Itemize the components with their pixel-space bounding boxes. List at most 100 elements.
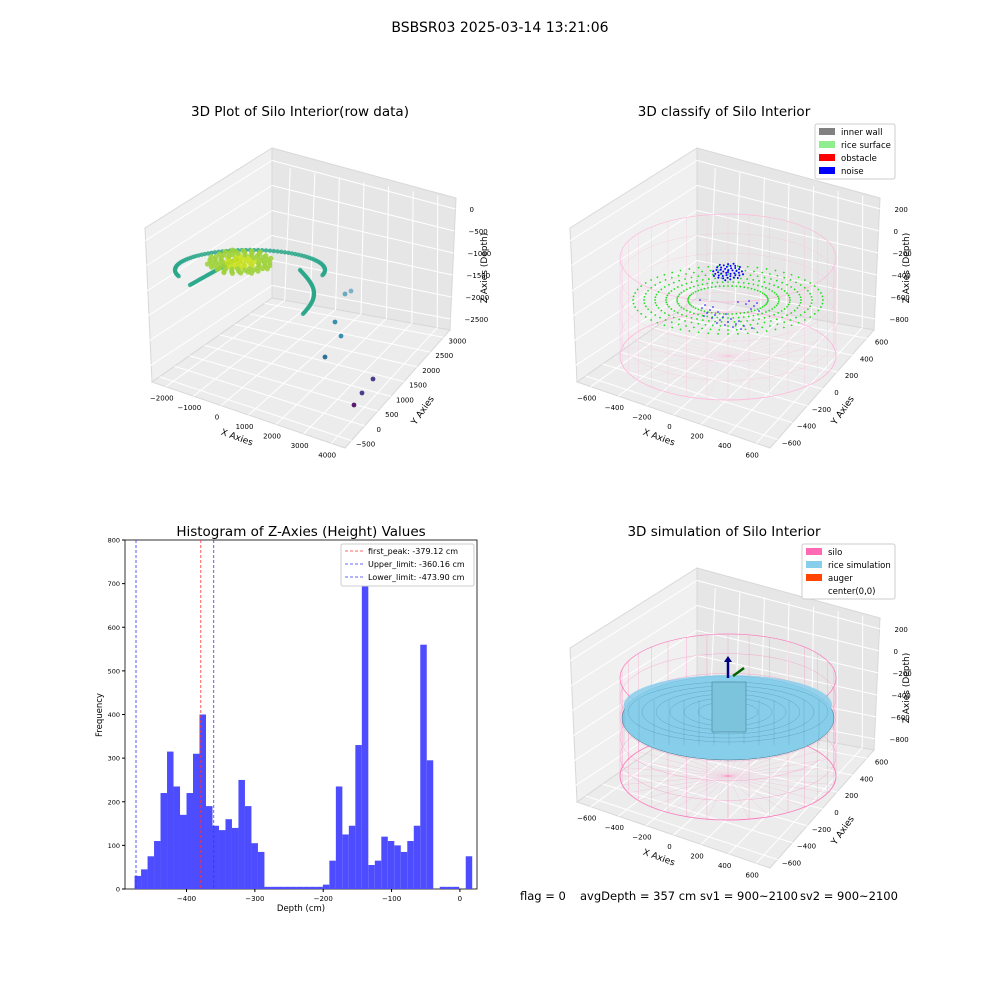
rice-surface-point — [769, 273, 771, 275]
rice-surface-point — [761, 285, 764, 288]
raw-grid-y — [249, 313, 431, 353]
rice-surface-point — [817, 288, 820, 291]
histogram-bar — [342, 834, 349, 889]
noise-point — [727, 269, 730, 272]
rice-surface-point — [766, 300, 769, 303]
raw-gridlines — [144, 160, 456, 444]
classify-floor-pane — [575, 297, 875, 449]
rice-surface-point — [692, 285, 695, 288]
raw-point — [202, 251, 208, 257]
rice-surface-point — [735, 328, 738, 331]
rice-surface-point — [786, 305, 788, 308]
wire-spoke — [686, 355, 729, 397]
sim-z-tick-label: 0 — [894, 648, 898, 656]
noise-point — [725, 271, 728, 274]
sim-y-tick-label: 600 — [875, 758, 888, 766]
histogram-x-tick-label: −200 — [314, 895, 333, 903]
rice-surface-point — [685, 309, 688, 312]
histogram-x-tick-label: −100 — [382, 895, 401, 903]
rice-surface-point — [682, 308, 685, 310]
wire-spoke — [727, 319, 789, 357]
classify-grid-zl — [569, 260, 698, 344]
noise-point — [730, 267, 733, 270]
rice-surface-point — [668, 283, 670, 286]
rice-surface-point — [697, 284, 699, 287]
raw-point — [259, 265, 266, 272]
raw-point — [320, 272, 325, 278]
rice-surface-point — [795, 281, 797, 284]
rice-surface-point — [800, 299, 802, 301]
rice-surface-point — [668, 292, 670, 295]
histogram-bar — [167, 751, 174, 889]
rice-surface-point — [798, 293, 801, 296]
rice-surface-point — [756, 266, 759, 269]
histogram-bar — [199, 714, 206, 889]
legend-lower-limit: Lower_limit: -473.90 cm — [368, 573, 465, 582]
rice-surface-point — [670, 290, 673, 292]
rice-surface-point — [743, 286, 746, 289]
rice-surface-point — [710, 286, 713, 289]
rice-surface-point — [714, 277, 717, 280]
rice-surface-point — [650, 286, 653, 289]
rice-surface-point — [789, 279, 792, 281]
classify-chart-title: 3D classify of Silo Interior — [638, 104, 811, 120]
noise-point — [738, 320, 740, 322]
rice-surface-point — [786, 292, 788, 295]
rice-surface-point — [775, 304, 778, 307]
wire-spoke — [628, 775, 729, 793]
histogram-bar — [283, 886, 291, 889]
sim-grid-zl — [569, 605, 698, 687]
rice-surface-point — [678, 318, 681, 321]
rice-surface-point — [734, 324, 737, 327]
rice-surface-point — [694, 307, 697, 310]
noise-point — [735, 323, 737, 325]
noise-point — [725, 274, 728, 277]
rice-surface-point — [744, 269, 747, 272]
rice-surface-point — [701, 283, 704, 286]
raw-z-ticks: 0 −500 −1000 −1500 −2000 −2500 — [465, 206, 492, 324]
rice-surface-point — [700, 309, 703, 312]
noise-point — [729, 278, 732, 281]
raw-y-tick-label: 2500 — [435, 352, 453, 360]
legend-swatch-inner-wall — [819, 128, 835, 135]
rice-surface-point — [707, 265, 710, 268]
sim-auger — [724, 656, 745, 678]
rice-surface-point — [654, 296, 657, 299]
legend-label-rice-simulation: rice simulation — [828, 561, 891, 571]
rice-surface-point — [768, 288, 771, 291]
noise-point — [721, 275, 724, 278]
histogram-bar — [387, 841, 395, 889]
raw-point — [300, 311, 306, 317]
rice-surface-point — [643, 302, 646, 305]
histogram-bar — [134, 875, 142, 889]
rice-surface-point — [747, 282, 750, 285]
rice-surface-point — [765, 311, 767, 313]
rice-surface-point — [720, 320, 723, 323]
rice-surface-point — [681, 313, 683, 316]
noise-point — [753, 305, 755, 307]
rice-surface-point — [821, 295, 824, 298]
rice-surface-point — [665, 296, 668, 299]
rice-center-peak — [711, 681, 747, 733]
rice-surface-point — [679, 328, 682, 331]
rice-surface-point — [775, 279, 778, 282]
rice-surface-point — [692, 306, 695, 308]
histogram-bar — [355, 745, 362, 889]
noise-point — [724, 324, 726, 326]
rice-surface-point — [644, 316, 647, 318]
rice-surface-point — [697, 308, 700, 311]
wire-spoke — [706, 355, 729, 400]
legend-swatch-rice-surface — [819, 141, 835, 148]
histogram-bar — [329, 860, 336, 889]
classify-grid-zl — [569, 160, 698, 242]
rice-surface-point — [742, 281, 745, 284]
raw-point — [271, 248, 277, 254]
noise-point — [729, 275, 732, 278]
rice-surface-point — [643, 295, 646, 298]
sim-x-tick-label: −600 — [577, 815, 596, 823]
histogram-x-label: Depth (cm) — [277, 904, 325, 914]
rice-surface-point — [753, 327, 755, 330]
classify-z-tick-label: 200 — [895, 206, 908, 214]
noise-point — [717, 271, 720, 274]
